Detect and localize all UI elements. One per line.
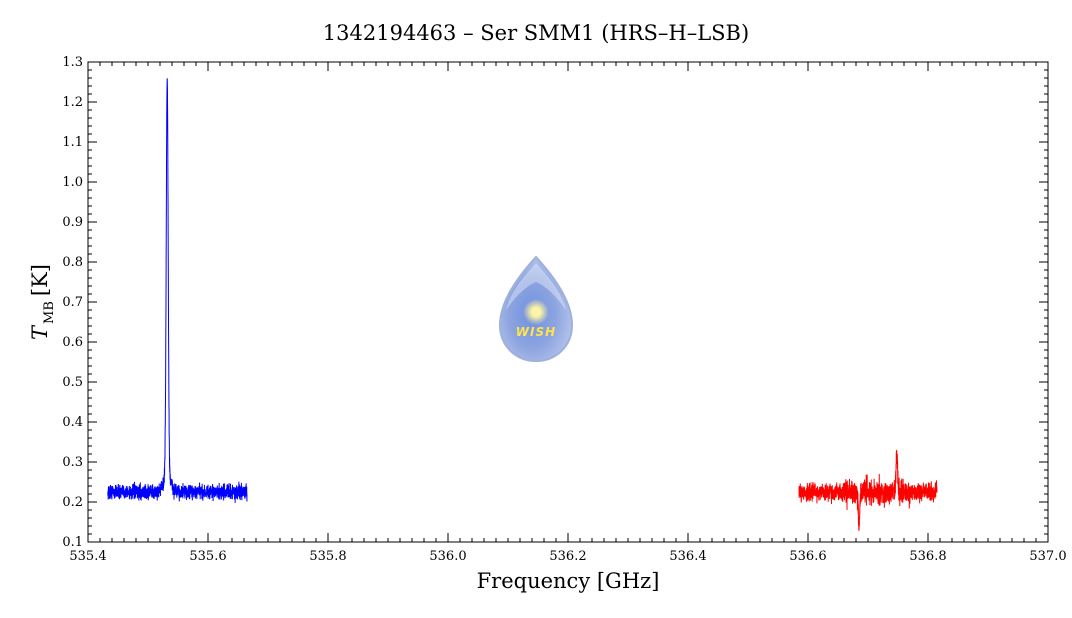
x-tick-labels: 535.4 535.6 535.8 536.0 536.2 536.4 536.6 536.8… bbox=[69, 549, 1066, 564]
y-tick-label: 0.8 bbox=[62, 255, 83, 270]
ticks-layer bbox=[87, 61, 1049, 543]
wish-logo: ✳ WISH bbox=[498, 255, 574, 363]
x-tick-label: 536.8 bbox=[909, 549, 946, 564]
y-tick-label: 0.3 bbox=[62, 455, 83, 470]
y-tick-label: 0.9 bbox=[62, 215, 83, 230]
wish-star-glow bbox=[523, 299, 549, 325]
y-tick-label: 0.7 bbox=[62, 295, 83, 310]
x-tick-label: 536.4 bbox=[669, 549, 706, 564]
y-tick-label: 0.6 bbox=[62, 335, 83, 350]
x-tick-label: 536.0 bbox=[429, 549, 466, 564]
x-axis-title: Frequency [GHz] bbox=[477, 569, 660, 593]
y-tick-labels: 0.1 0.2 0.3 0.4 0.5 0.6 0.7 0.8 0.9 1.0 1.1 1.2 1.3 bbox=[62, 55, 83, 550]
wish-star-icon: ✳ bbox=[529, 303, 542, 322]
y-tick-label: 0.5 bbox=[62, 375, 83, 390]
series-layer bbox=[107, 78, 938, 531]
y-tick-label: 1.3 bbox=[62, 55, 83, 70]
y-tick-label: 1.2 bbox=[62, 95, 83, 110]
x-tick-label: 535.4 bbox=[69, 549, 106, 564]
y-tick-label: 0.1 bbox=[62, 535, 83, 550]
spectrum-red-line bbox=[798, 449, 938, 531]
x-tick-label: 536.2 bbox=[549, 549, 586, 564]
wish-drop-highlight bbox=[506, 263, 566, 310]
y-axis-title-main: T bbox=[28, 324, 52, 340]
y-axis-title: TMB [K] bbox=[28, 264, 57, 340]
y-axis-title-sub: MB bbox=[42, 301, 57, 324]
x-tick-label: 537.0 bbox=[1029, 549, 1066, 564]
chart-title: 1342194463 – Ser SMM1 (HRS–H–LSB) bbox=[323, 21, 749, 45]
y-axis-title-unit: [K] bbox=[28, 264, 52, 296]
y-tick-label: 0.4 bbox=[62, 415, 83, 430]
x-tick-label: 536.6 bbox=[789, 549, 826, 564]
wish-logo-text: WISH bbox=[516, 325, 556, 339]
y-tick-label: 1.0 bbox=[62, 175, 83, 190]
x-tick-label: 535.6 bbox=[189, 549, 226, 564]
spectrum-blue-line bbox=[107, 78, 248, 503]
y-tick-label: 0.2 bbox=[62, 495, 83, 510]
y-tick-label: 1.1 bbox=[62, 135, 83, 150]
x-tick-label: 535.8 bbox=[309, 549, 346, 564]
